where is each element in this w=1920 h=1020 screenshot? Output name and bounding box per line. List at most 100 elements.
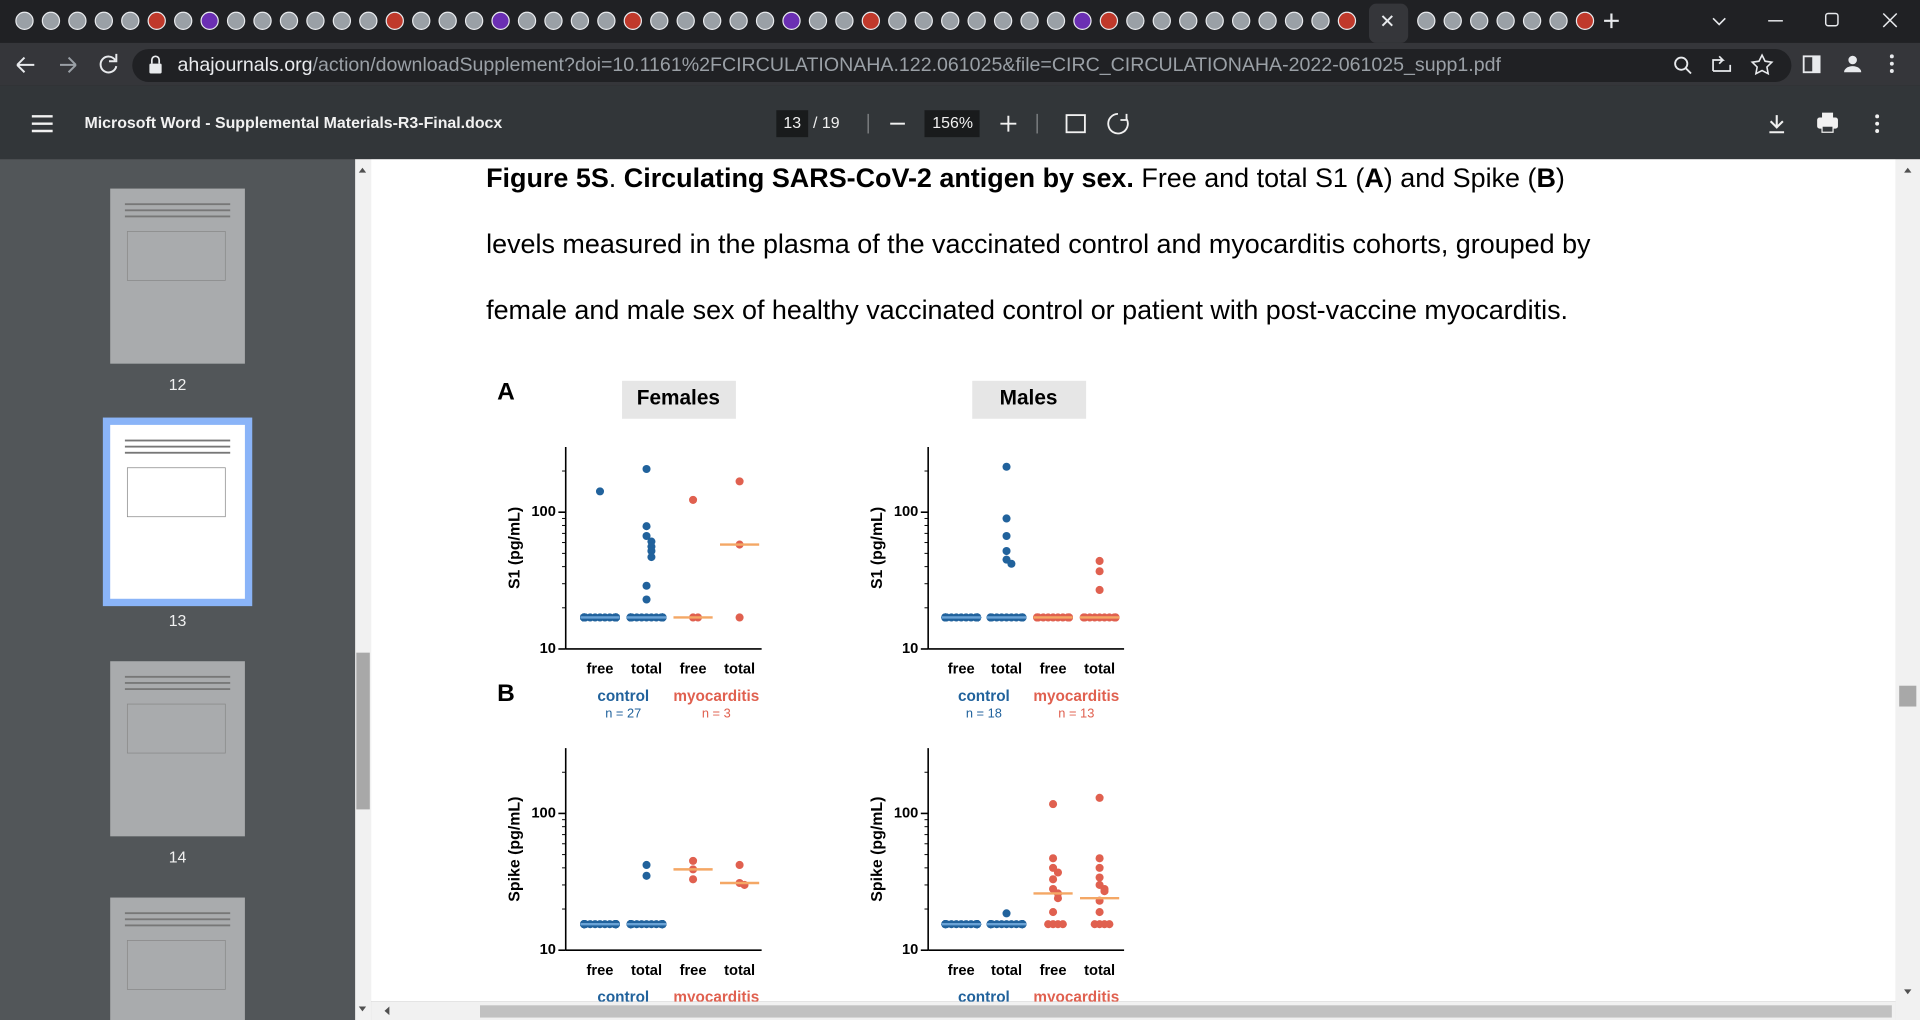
url: ahajournals.org/action/downloadSupplemen… [178,54,1502,76]
group-n: n = 18 [966,705,1002,720]
favicon [676,11,695,30]
rotate[interactable] [1107,112,1129,135]
y-tick-label: 10 [540,641,556,657]
favicon [570,11,590,30]
figure-caption: Figure 5S. Circulating SARS-CoV-2 antige… [486,163,1591,325]
x-tick-label: free [587,662,614,678]
tab-search[interactable] [1712,17,1726,26]
bookmark[interactable] [1750,53,1774,76]
url-path: /action/downloadSupplement?doi=10.1161%2… [313,54,1502,76]
thumbnail[interactable] [110,661,245,837]
page-total: / 19 [813,115,840,132]
favicon [1522,11,1542,30]
caption-text: Figure 5S [486,163,609,193]
menu[interactable] [1889,54,1894,73]
favicon [412,11,431,30]
thumb-line [124,682,231,684]
more-actions[interactable] [1875,114,1880,133]
data-point [595,487,605,496]
favicon [1470,11,1489,30]
favicon [385,11,404,30]
favicon [279,11,299,30]
favicon [174,11,193,30]
data-point [642,531,651,541]
x-tick-label: total [631,662,662,678]
thumb-figure [126,231,226,281]
favicon [1020,11,1039,30]
thumbnail[interactable] [110,188,245,364]
x-tick-label: free [680,963,707,979]
thumb-line [124,445,231,448]
zoom-input[interactable] [924,110,980,138]
favicon [121,11,140,30]
favicon [517,11,537,30]
sidebar-scrollbar [355,159,372,1020]
x-tick-label: total [631,963,662,979]
page-input[interactable] [776,110,809,138]
restore[interactable] [1824,12,1839,27]
thumb-figure [126,940,226,990]
data-point [1100,887,1109,896]
data-point [642,871,651,880]
data-point [1058,920,1067,929]
caption-text: A [1364,163,1383,193]
new-tab[interactable] [1604,13,1619,29]
download[interactable] [1769,115,1785,134]
favicon [306,11,325,30]
favicon [1575,11,1595,30]
favicon [1205,11,1224,30]
favicon [1258,11,1277,30]
zoom-icon[interactable] [1674,56,1689,71]
x-tick-label: total [724,963,755,979]
profile[interactable] [1848,55,1857,65]
lock-icon [149,63,162,74]
thumb-line [124,439,231,442]
caption-line: levels measured in the plasma of the vac… [486,229,1591,259]
favicon [226,11,246,30]
data-point [642,860,651,869]
sidebar-toggle[interactable] [31,115,53,133]
favicon [755,11,775,30]
favicon [94,11,114,30]
favicon [782,11,801,30]
data-point [1002,547,1011,556]
share[interactable] [1712,55,1732,72]
omnibox[interactable] [132,48,1792,83]
favicon [623,11,642,30]
thumbnail[interactable] [110,897,245,1020]
profile-body [1844,66,1862,73]
tab-close[interactable] [1381,15,1393,27]
horizontal-scroll-thumb[interactable] [480,1005,1892,1018]
caption-text: levels measured in the plasma of the vac… [486,229,1591,259]
forward[interactable] [60,56,77,73]
vertical-scroll-thumb[interactable] [1899,685,1917,707]
x-tick-label: free [587,963,614,979]
back[interactable] [16,56,35,73]
data-point [735,477,744,486]
close-window[interactable] [1882,12,1898,28]
data-point [689,875,698,884]
caption-text: ) [1556,163,1565,193]
thumb-line [124,209,231,212]
favicon [1046,11,1066,30]
favicon [200,11,219,30]
pdf-page [371,159,1896,1002]
data-point [642,522,651,531]
favicon [491,11,510,30]
caption-text: . [609,163,624,193]
thumb-line [124,924,231,927]
data-point [1002,462,1011,471]
data-point [1105,920,1114,929]
data-point [1049,875,1058,884]
group-n: n = 13 [1058,705,1094,720]
thumbnail-content [124,203,231,990]
sidebar-scroll-thumb[interactable] [356,652,370,810]
fit-page[interactable] [1065,114,1086,134]
reload[interactable] [99,53,118,74]
data-point [1053,894,1062,903]
group-label: myocarditis [673,688,759,705]
zoom-in[interactable] [1000,115,1017,132]
favicon [941,11,960,30]
thumb-line [124,675,231,678]
